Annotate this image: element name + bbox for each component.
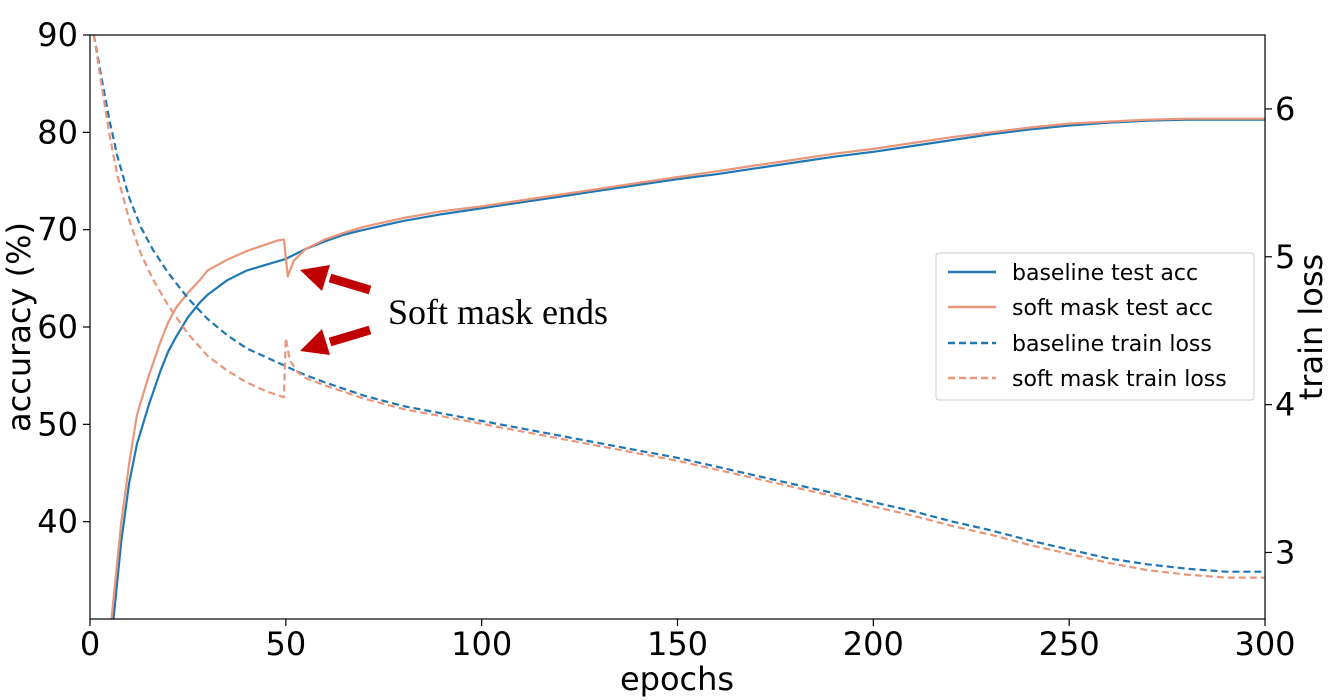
x-tick-label: 250 — [1039, 625, 1100, 663]
annotation-text: Soft mask ends — [388, 292, 608, 332]
left-axis-title: accuracy (%) — [0, 222, 38, 432]
left-y-tick-label: 70 — [37, 211, 78, 249]
legend-box — [935, 252, 1255, 401]
right-axis-title: train loss — [1292, 254, 1329, 400]
x-tick-label: 50 — [265, 625, 306, 663]
x-tick-label: 100 — [451, 625, 512, 663]
series-line-soft-mask-train-loss — [92, 35, 1265, 579]
series-line-baseline-test-acc — [112, 118, 1265, 619]
series-line-baseline-train-loss — [92, 35, 1265, 573]
left-y-tick-label: 90 — [37, 16, 78, 54]
right-y-tick-label: 3 — [1275, 533, 1295, 571]
left-y-tick-label: 50 — [37, 405, 78, 443]
legend-label-soft-mask-train-loss: soft mask train loss — [1012, 367, 1227, 392]
x-axis-ticks: 0 50 100 150 200 250 300 — [80, 619, 1296, 663]
series-line-soft-mask-test-acc — [110, 117, 1265, 619]
annotation-arrow-loss — [300, 325, 372, 355]
right-y-tick-label: 5 — [1275, 238, 1295, 276]
legend-label-baseline-train-loss: baseline train loss — [1012, 332, 1212, 357]
left-y-tick-label: 40 — [37, 503, 78, 541]
left-y-tick-label: 60 — [37, 308, 78, 346]
annotation-arrow-accuracy — [300, 265, 372, 295]
x-tick-label: 300 — [1234, 625, 1295, 663]
annotation: Soft mask ends — [300, 265, 608, 355]
series-layer — [92, 35, 1265, 619]
x-tick-label: 200 — [843, 625, 904, 663]
x-tick-label: 0 — [80, 625, 100, 663]
right-y-tick-label: 4 — [1275, 386, 1295, 424]
right-axis-ticks: 3 4 5 6 — [1265, 90, 1295, 571]
legend-label-baseline-test-acc: baseline test acc — [1012, 261, 1198, 286]
right-y-tick-label: 6 — [1275, 90, 1295, 128]
left-axis-ticks: 40 50 60 70 80 90 — [37, 16, 90, 541]
left-y-tick-label: 80 — [37, 113, 78, 151]
legend: baseline test acc soft mask test acc bas… — [935, 252, 1255, 401]
x-axis-title: epochs — [620, 660, 734, 698]
x-tick-label: 150 — [647, 625, 708, 663]
legend-label-soft-mask-test-acc: soft mask test acc — [1012, 296, 1213, 321]
